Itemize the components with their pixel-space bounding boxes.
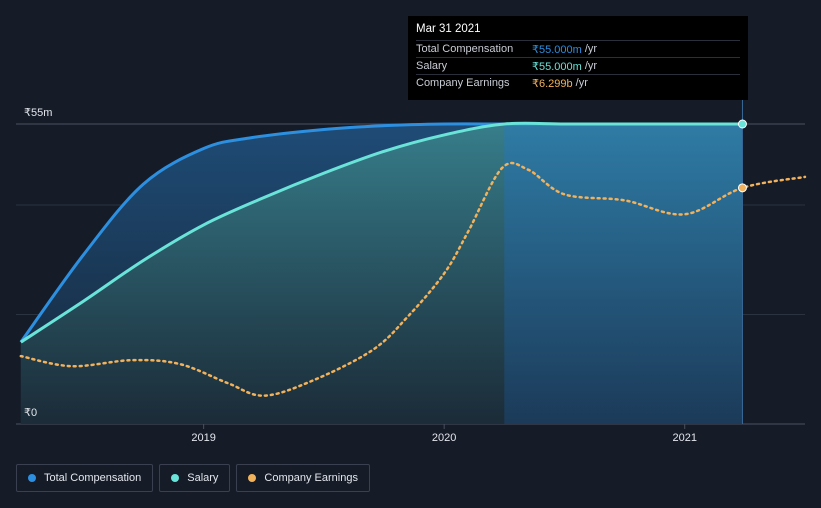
chart-tooltip: Mar 31 2021 Total Compensation ₹55.000m … [408,16,748,100]
tooltip-unit: /yr [584,60,598,72]
tooltip-label: Company Earnings [416,77,510,89]
legend-label: Salary [187,472,219,484]
series-end-points [737,119,747,193]
legend-item-salary[interactable]: Salary [159,464,231,492]
highlight-region [504,124,743,424]
tooltip-row-company-earnings: Company Earnings ₹6.299b /yr [416,74,740,91]
legend-item-total-compensation[interactable]: Total Compensation [16,464,154,492]
axes: ₹55m ₹0 [24,107,52,419]
legend-label: Company Earnings [264,472,358,484]
legend-dot-icon [248,474,257,482]
tooltip-date: Mar 31 2021 [416,23,481,35]
tooltip-row-total-compensation: Total Compensation ₹55.000m /yr [416,40,740,57]
tooltip-value: ₹55.000m [532,43,582,56]
salary-line [19,121,743,344]
legend-item-company-earnings[interactable]: Company Earnings [236,464,370,492]
tooltip-unit: /yr [575,77,588,89]
x-tick-labels: 2019 2020 2021 [191,424,697,444]
legend-dot-icon [171,474,180,482]
legend-dot-icon [28,474,36,482]
x-tick-label: 2020 [432,432,456,444]
tooltip-unit: /yr [584,43,598,55]
tooltip-label: Total Compensation [416,43,514,55]
chart-legend: Total Compensation Salary Company Earnin… [16,464,370,492]
salary-end-point [737,119,747,129]
tooltip-row-salary: Salary ₹55.000m /yr [416,57,740,74]
x-tick-label: 2021 [672,432,696,444]
tooltip-value: ₹55.000m [532,60,582,73]
x-tick-label: 2019 [191,432,215,444]
y-tick-label-top: ₹55m [24,107,52,119]
tooltip-value: ₹6.299b [532,77,573,90]
series-areas [20,123,743,424]
series-lines [19,100,807,424]
y-tick-label-bottom: ₹0 [24,407,37,419]
company-earnings-end-point [737,183,747,193]
tooltip-label: Salary [416,60,448,72]
legend-label: Total Compensation [44,472,142,484]
